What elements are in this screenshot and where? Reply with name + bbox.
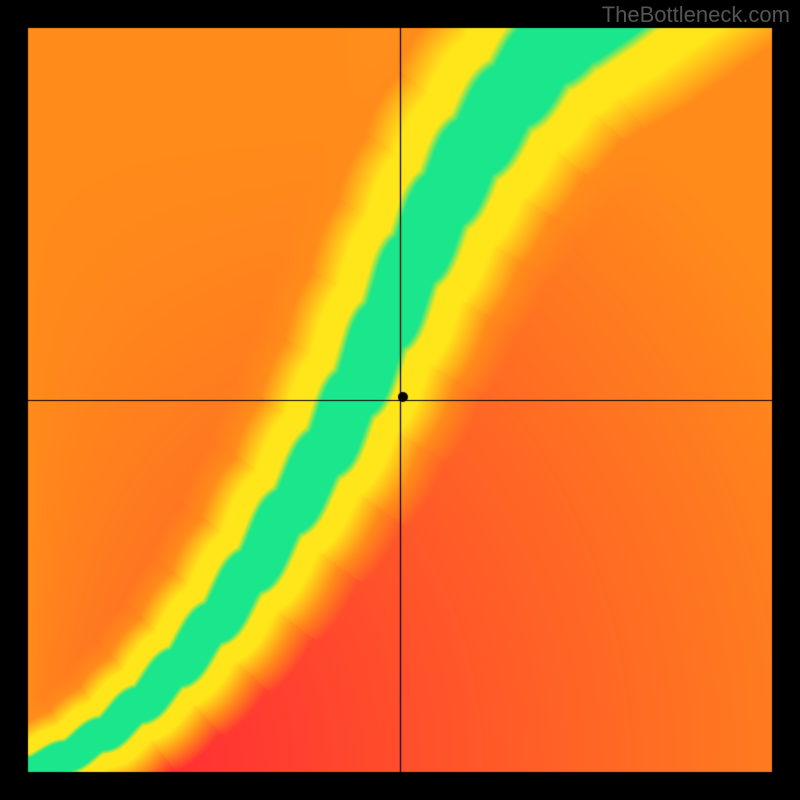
watermark-text: TheBottleneck.com xyxy=(602,2,790,28)
chart-container: TheBottleneck.com xyxy=(0,0,800,800)
heatmap-canvas xyxy=(0,0,800,800)
